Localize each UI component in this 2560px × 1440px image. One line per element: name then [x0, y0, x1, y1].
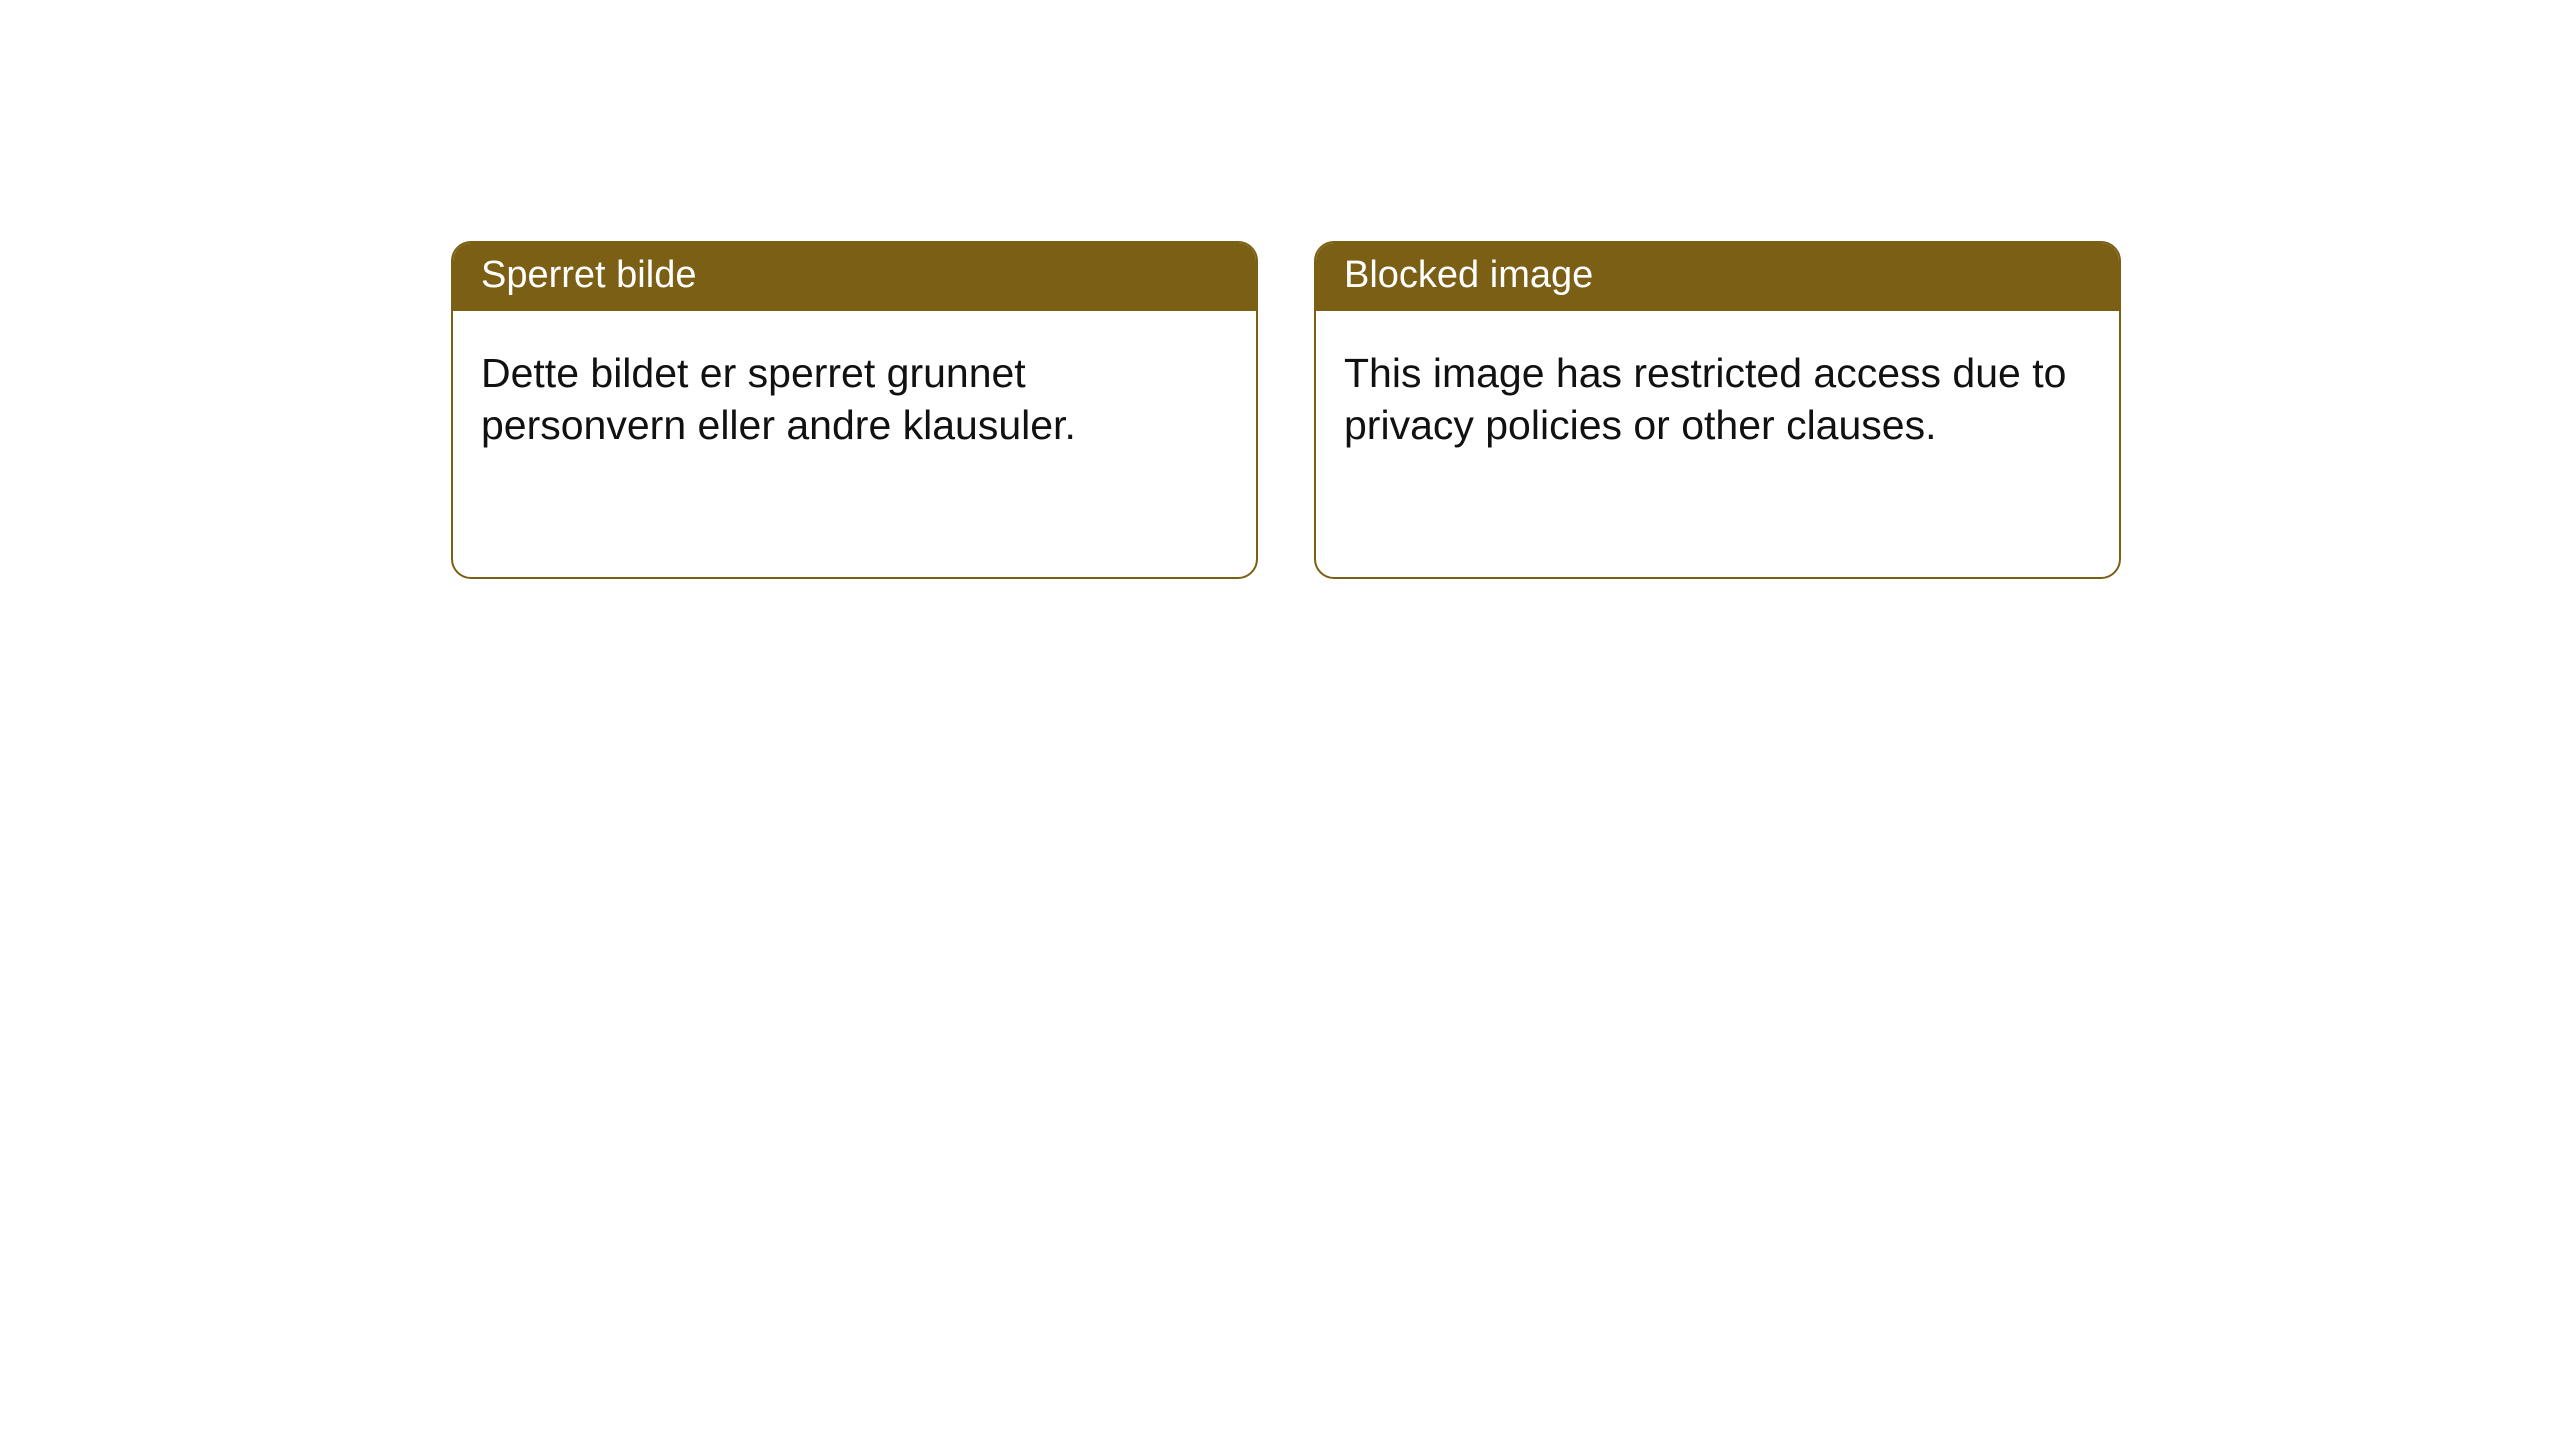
notice-container: Sperret bilde Dette bildet er sperret gr…: [451, 241, 2121, 579]
notice-header-english: Blocked image: [1316, 243, 2119, 311]
notice-body-english: This image has restricted access due to …: [1316, 311, 2119, 480]
notice-header-norwegian: Sperret bilde: [453, 243, 1256, 311]
notice-card-english: Blocked image This image has restricted …: [1314, 241, 2121, 579]
notice-body-norwegian: Dette bildet er sperret grunnet personve…: [453, 311, 1256, 480]
notice-card-norwegian: Sperret bilde Dette bildet er sperret gr…: [451, 241, 1258, 579]
